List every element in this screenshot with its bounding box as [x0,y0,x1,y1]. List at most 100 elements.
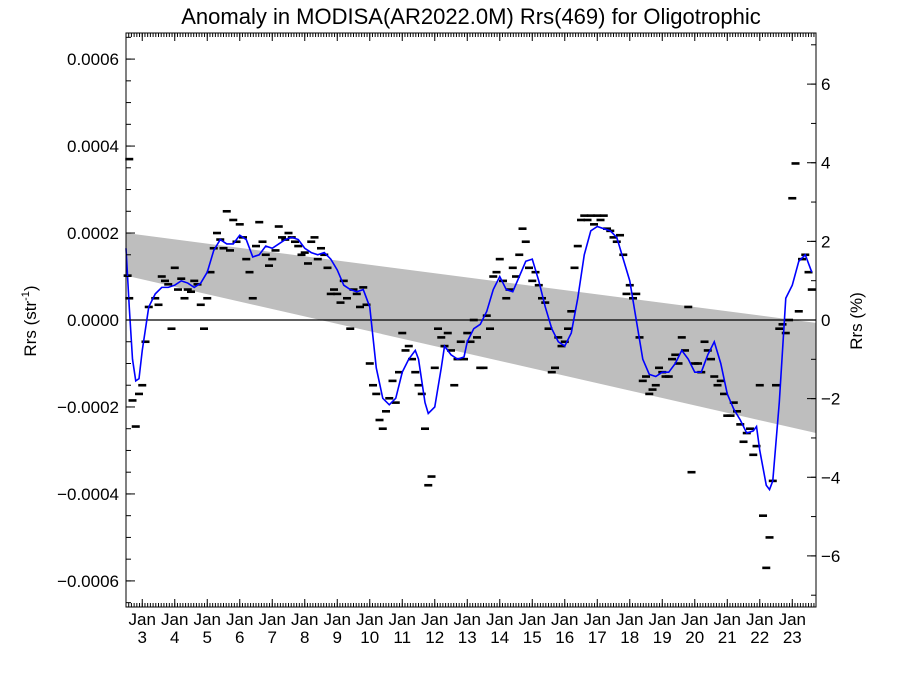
data-point [482,314,491,317]
data-point [486,327,495,330]
x-tick-year: 7 [268,628,277,647]
data-point [320,253,329,257]
data-point [291,240,300,244]
data-point [674,362,683,365]
x-tick-year: 4 [170,628,179,647]
data-point [694,362,703,365]
data-point [258,240,267,244]
data-point [590,223,599,226]
data-point [232,240,241,244]
data-point [710,375,719,378]
x-tick-month: Jan [714,610,741,629]
data-point [700,340,709,344]
data-point [151,296,160,300]
data-point [534,283,543,287]
data-point [804,270,813,274]
data-point [365,362,374,365]
data-point [274,225,283,228]
data-point [398,331,407,335]
data-point [219,246,228,250]
x-tick-year: 19 [653,628,672,647]
data-point [515,253,524,257]
data-point [343,296,352,300]
x-tick-year: 8 [300,628,309,647]
data-point [752,444,761,448]
data-point [131,425,140,428]
data-point [473,336,482,339]
data-point [203,296,212,300]
data-point [427,475,436,478]
data-point [326,292,335,296]
data-point [333,292,342,296]
x-tick-year: 16 [555,628,574,647]
left-tick-label: −0.0002 [57,398,119,417]
x-tick-year: 15 [523,628,542,647]
data-point [213,231,222,235]
left-tick-label: 0.0006 [67,50,119,69]
data-point [495,257,504,261]
x-tick-month: Jan [226,610,253,629]
data-point [616,233,625,237]
data-point [684,305,693,309]
data-point [265,264,274,267]
data-point [528,279,537,283]
data-point [671,353,680,357]
x-tick-year: 9 [333,628,342,647]
data-point [170,266,179,270]
x-tick-month: Jan [616,610,643,629]
data-point [450,383,459,387]
x-tick-year: 3 [138,628,147,647]
data-point [372,392,381,396]
data-point [443,331,452,335]
data-point [395,370,404,374]
x-tick-year: 17 [588,628,607,647]
data-point [580,214,589,217]
data-point [518,227,527,230]
data-point [167,327,176,330]
data-point [154,303,163,307]
data-point [707,357,716,361]
data-point [414,383,423,387]
data-point [447,349,456,352]
data-point [196,303,205,307]
data-point [479,366,488,370]
data-point [508,266,517,270]
data-point [401,349,410,352]
right-tick-label: 2 [821,232,830,251]
x-tick-month: Jan [356,610,383,629]
data-point [352,292,361,296]
data-point [255,220,264,224]
x-tick-year: 11 [393,628,411,647]
data-point [632,292,641,296]
data-point [547,370,556,374]
data-point [349,288,358,291]
data-point [499,279,508,283]
right-tick-label: 4 [821,154,830,173]
data-point [785,318,794,322]
data-point [729,401,738,404]
data-point [668,357,677,361]
data-point [356,305,365,309]
right-tick-label: −6 [821,547,840,566]
data-point [346,327,355,330]
data-point [385,396,394,400]
data-point [336,301,345,304]
x-tick-year: 6 [235,628,244,647]
data-point [687,470,696,474]
data-point [567,310,576,313]
plot-area [123,157,816,570]
data-point [304,262,313,265]
chart-title: Anomaly in MODISA(AR2022.0M) Rrs(469) fo… [181,4,761,29]
data-point [388,379,397,383]
data-point [619,253,628,257]
data-point [359,286,368,289]
right-tick-label: 0 [821,311,830,330]
data-point [765,536,774,539]
x-tick-month: Jan [681,610,708,629]
x-tick-month: Jan [649,610,676,629]
data-point [807,288,816,291]
data-point [174,288,183,291]
right-y-axis-label: Rrs (%) [847,292,866,350]
x-tick-year: 20 [685,628,704,647]
x-tick-month: Jan [519,610,546,629]
